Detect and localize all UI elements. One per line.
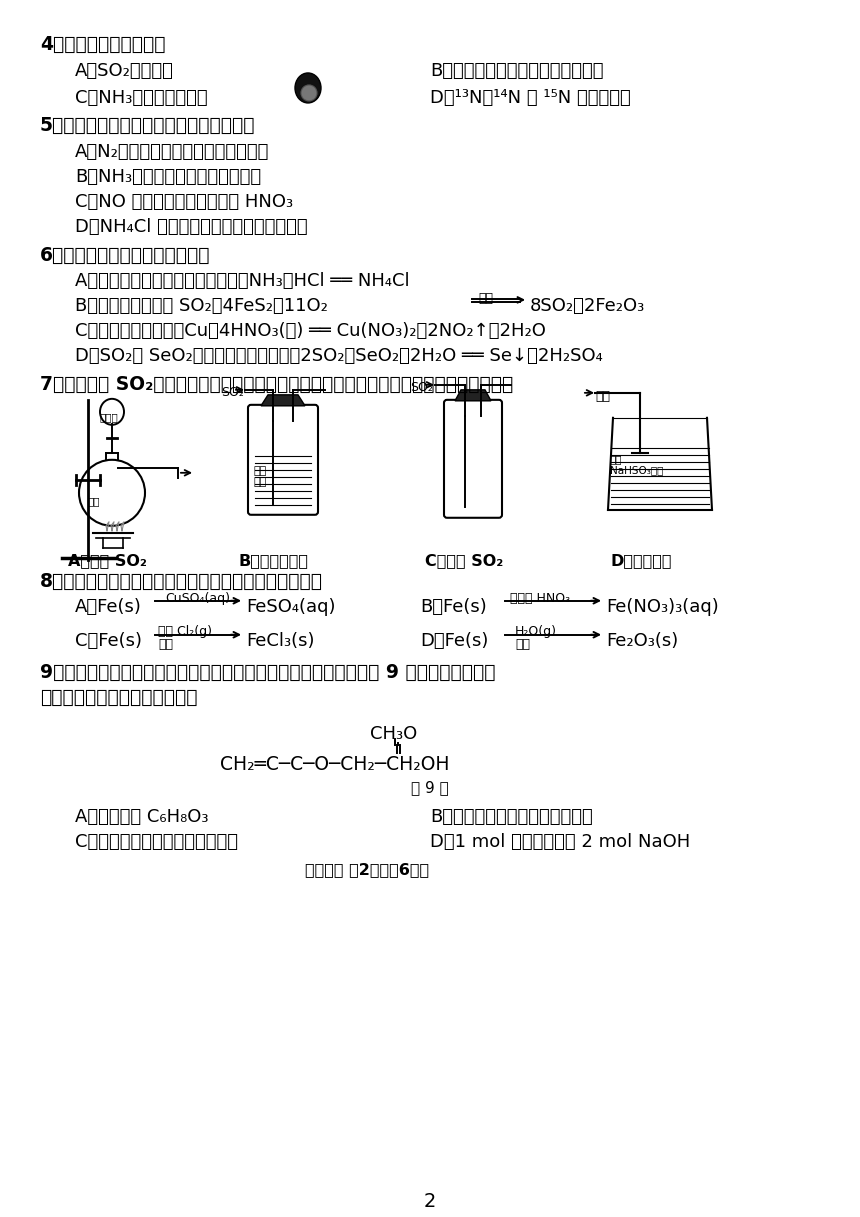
Text: D．NH₄Cl 受热易分解，可用作铁的除锈剂: D．NH₄Cl 受热易分解，可用作铁的除锈剂 xyxy=(75,218,308,236)
Text: D．1 mol 该物质可消耗 2 mol NaOH: D．1 mol 该物质可消耗 2 mol NaOH xyxy=(430,832,691,851)
Text: D．Fe(s): D．Fe(s) xyxy=(420,632,488,650)
Text: 尾气: 尾气 xyxy=(595,389,610,403)
Text: SO₂: SO₂ xyxy=(221,386,244,399)
Ellipse shape xyxy=(100,399,124,425)
Text: SO₂: SO₂ xyxy=(410,381,433,394)
Text: 8SO₂＋2Fe₂O₃: 8SO₂＋2Fe₂O₃ xyxy=(530,297,645,315)
Text: 点燃: 点燃 xyxy=(158,638,173,651)
Text: H₂O(g): H₂O(g) xyxy=(515,624,557,638)
Text: 甲基丙烯酸羟乙酯说法正确的是: 甲基丙烯酸羟乙酯说法正确的是 xyxy=(40,688,198,707)
Text: C．NO 能被还原，可用于制备 HNO₃: C．NO 能被还原，可用于制备 HNO₃ xyxy=(75,194,293,211)
Text: 8．在指定条件下，下列有关铁单质的转化不能实现的是: 8．在指定条件下，下列有关铁单质的转化不能实现的是 xyxy=(40,572,323,590)
Text: 2: 2 xyxy=(424,1193,436,1211)
Text: 铜片: 铜片 xyxy=(88,495,101,506)
Text: 饱和
NaHSO₃溶液: 饱和 NaHSO₃溶液 xyxy=(610,454,663,476)
Text: A．分子式为 C₆H₈O₃: A．分子式为 C₆H₈O₃ xyxy=(75,808,208,825)
Text: CuSO₄(aq): CuSO₄(aq) xyxy=(165,591,230,605)
Text: 7．下列制取 SO₂、验证其漂白性、收集并进行尾气处理的装置和原理能达到实验目的的是: 7．下列制取 SO₂、验证其漂白性、收集并进行尾气处理的装置和原理能达到实验目的… xyxy=(40,375,513,394)
Text: 少量 Cl₂(g): 少量 Cl₂(g) xyxy=(158,624,212,638)
Text: D．SO₂与 SeO₂的水溶液反应制备硒：2SO₂＋SeO₂＋2H₂O ══ Se↓＋2H₂SO₄: D．SO₂与 SeO₂的水溶液反应制备硒：2SO₂＋SeO₂＋2H₂O ══ S… xyxy=(75,347,603,365)
Text: D．¹³N、¹⁴N 和 ¹⁵N 互为同位素: D．¹³N、¹⁴N 和 ¹⁵N 互为同位素 xyxy=(430,89,630,107)
Text: A．N₂性质不活泼，可作为粮食保护气: A．N₂性质不活泼，可作为粮食保护气 xyxy=(75,142,269,161)
Text: 高温: 高温 xyxy=(478,292,493,305)
Text: CH₃O: CH₃O xyxy=(370,724,417,742)
Text: 高温: 高温 xyxy=(515,638,530,651)
Text: 5．下列物质性质与用途具有对应关系的是: 5．下列物质性质与用途具有对应关系的是 xyxy=(40,116,255,135)
Text: 题 9 图: 题 9 图 xyxy=(411,780,449,795)
Text: 足量稀 HNO₃: 足量稀 HNO₃ xyxy=(510,591,570,605)
FancyBboxPatch shape xyxy=(248,405,318,515)
Text: B．在一定条件下能发生加聚反应: B．在一定条件下能发生加聚反应 xyxy=(430,808,593,825)
Text: B．煅烧黄铁矿获得 SO₂：4FeS₂＋11O₂: B．煅烧黄铁矿获得 SO₂：4FeS₂＋11O₂ xyxy=(75,297,328,315)
Text: B．斜方硫和单斜硫互为同素异形体: B．斜方硫和单斜硫互为同素异形体 xyxy=(430,62,604,80)
Text: D．尾气处理: D．尾气处理 xyxy=(610,553,672,568)
Text: 4．下列说法不正确的是: 4．下列说法不正确的是 xyxy=(40,35,165,54)
Ellipse shape xyxy=(301,85,317,101)
Text: C．收集 SO₂: C．收集 SO₂ xyxy=(425,553,503,568)
Text: B．NH₃具有还原性，可用作致冷剂: B．NH₃具有还原性，可用作致冷剂 xyxy=(75,168,261,186)
Text: FeSO₄(aq): FeSO₄(aq) xyxy=(246,598,335,616)
FancyBboxPatch shape xyxy=(444,400,502,517)
Text: A．SO₂是电解质: A．SO₂是电解质 xyxy=(75,62,174,80)
Text: B．Fe(s): B．Fe(s) xyxy=(420,598,487,616)
Text: C．NH₃空间填充模型为: C．NH₃空间填充模型为 xyxy=(75,89,207,107)
Text: 9．甲基丙烯酸羟乙酯是制造隐形眼镜的重要原料，其结构简式如题 9 图所示。下列有关: 9．甲基丙烯酸羟乙酯是制造隐形眼镜的重要原料，其结构简式如题 9 图所示。下列有… xyxy=(40,663,495,682)
Text: Fe₂O₃(s): Fe₂O₃(s) xyxy=(606,632,679,650)
Text: C．铜与稀硝酸反应：Cu＋4HNO₃(稀) ══ Cu(NO₃)₂＋2NO₂↑＋2H₂O: C．铜与稀硝酸反应：Cu＋4HNO₃(稀) ══ Cu(NO₃)₂＋2NO₂↑＋… xyxy=(75,321,546,340)
Text: 高一化学 第2页（共6页）: 高一化学 第2页（共6页） xyxy=(305,862,429,876)
Text: A．Fe(s): A．Fe(s) xyxy=(75,598,142,616)
Text: CH₂═C─C─O─CH₂─CH₂OH: CH₂═C─C─O─CH₂─CH₂OH xyxy=(220,755,450,774)
Text: C．Fe(s): C．Fe(s) xyxy=(75,632,142,650)
Text: 品红
溶液: 品红 溶液 xyxy=(253,466,267,487)
Text: FeCl₃(s): FeCl₃(s) xyxy=(246,632,315,650)
Ellipse shape xyxy=(295,73,321,103)
Polygon shape xyxy=(261,394,305,405)
Text: A．浓氨水与浓盐酸反应产生白烟：NH₃＋HCl ══ NH₄Cl: A．浓氨水与浓盐酸反应产生白烟：NH₃＋HCl ══ NH₄Cl xyxy=(75,271,409,290)
Text: 6．下列化学反应表示不正确的是: 6．下列化学反应表示不正确的是 xyxy=(40,246,211,265)
Text: 稀硫酸: 稀硫酸 xyxy=(100,411,119,422)
Text: A．制取 SO₂: A．制取 SO₂ xyxy=(68,553,147,568)
Polygon shape xyxy=(455,389,491,400)
Text: Fe(NO₃)₃(aq): Fe(NO₃)₃(aq) xyxy=(606,598,719,616)
Text: B．验证漂白性: B．验证漂白性 xyxy=(238,553,308,568)
Text: C．不能使溴的四氯化碳溶液褪色: C．不能使溴的四氯化碳溶液褪色 xyxy=(75,832,238,851)
